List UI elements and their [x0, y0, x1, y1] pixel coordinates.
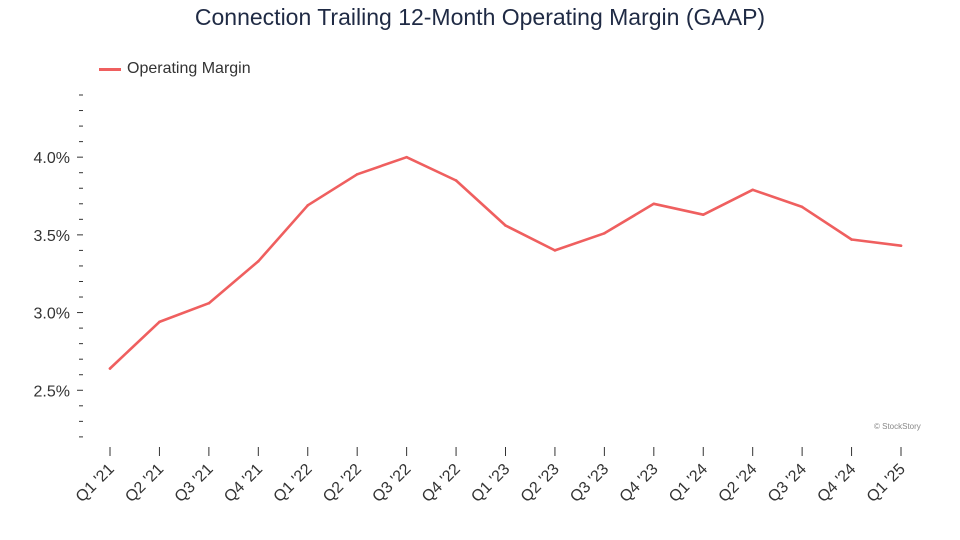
data-point [504, 224, 507, 227]
x-tick-label: Q4 '22 [419, 461, 464, 506]
data-point [751, 188, 754, 192]
data-point [899, 244, 903, 248]
y-tick-label: 3.5% [34, 228, 70, 245]
data-point [454, 179, 458, 182]
data-point [355, 172, 359, 176]
y-axis: 2.5% 3.0% 3.5% 4.0% [34, 94, 83, 438]
x-tick-label: Q4 '21 [221, 461, 266, 506]
y-tick-label: 3.0% [34, 306, 70, 323]
data-point [800, 205, 804, 209]
chart-title: Connection Trailing 12-Month Operating M… [194, 4, 766, 30]
series-layer [108, 155, 903, 370]
legend-swatch [99, 67, 121, 71]
x-tick-label: Q3 '21 [172, 461, 217, 506]
x-tick-label: Q2 '23 [518, 461, 563, 506]
data-point [405, 155, 408, 159]
data-point [108, 367, 112, 370]
data-point [850, 238, 853, 241]
series-line [108, 155, 903, 370]
x-tick-label: Q3 '24 [765, 461, 810, 506]
x-tick-label: Q4 '23 [617, 461, 662, 506]
data-point [306, 204, 310, 207]
y-tick-label: 4.0% [34, 150, 70, 167]
y-tick-label: 2.5% [34, 383, 70, 400]
legend-label: Operating Margin [127, 60, 251, 77]
x-axis: Q1 '21 Q2 '21 Q3 '21 Q4 '21 Q1 '22 Q2 '22 Q3 '… [73, 447, 909, 506]
data-point [207, 301, 211, 305]
x-tick-label: Q2 '22 [320, 461, 365, 506]
x-tick-label: Q3 '23 [567, 461, 612, 506]
x-tick-label: Q1 '22 [271, 461, 316, 506]
x-tick-label: Q1 '25 [864, 461, 909, 506]
x-tick-label: Q4 '24 [814, 461, 859, 506]
data-point [652, 202, 656, 206]
x-tick-label: Q3 '22 [369, 461, 414, 506]
credit-text: © StockStory [874, 422, 921, 431]
data-point [158, 320, 161, 324]
data-point [603, 232, 606, 235]
data-point [553, 249, 557, 252]
x-tick-label: Q1 '21 [73, 461, 118, 506]
x-tick-label: Q1 '23 [468, 461, 513, 506]
data-point [701, 213, 705, 216]
x-tick-label: Q2 '21 [122, 461, 167, 506]
legend: Operating Margin [99, 60, 251, 78]
x-tick-label: Q2 '24 [716, 461, 761, 506]
x-tick-label: Q1 '24 [666, 461, 711, 506]
data-point [257, 259, 260, 263]
